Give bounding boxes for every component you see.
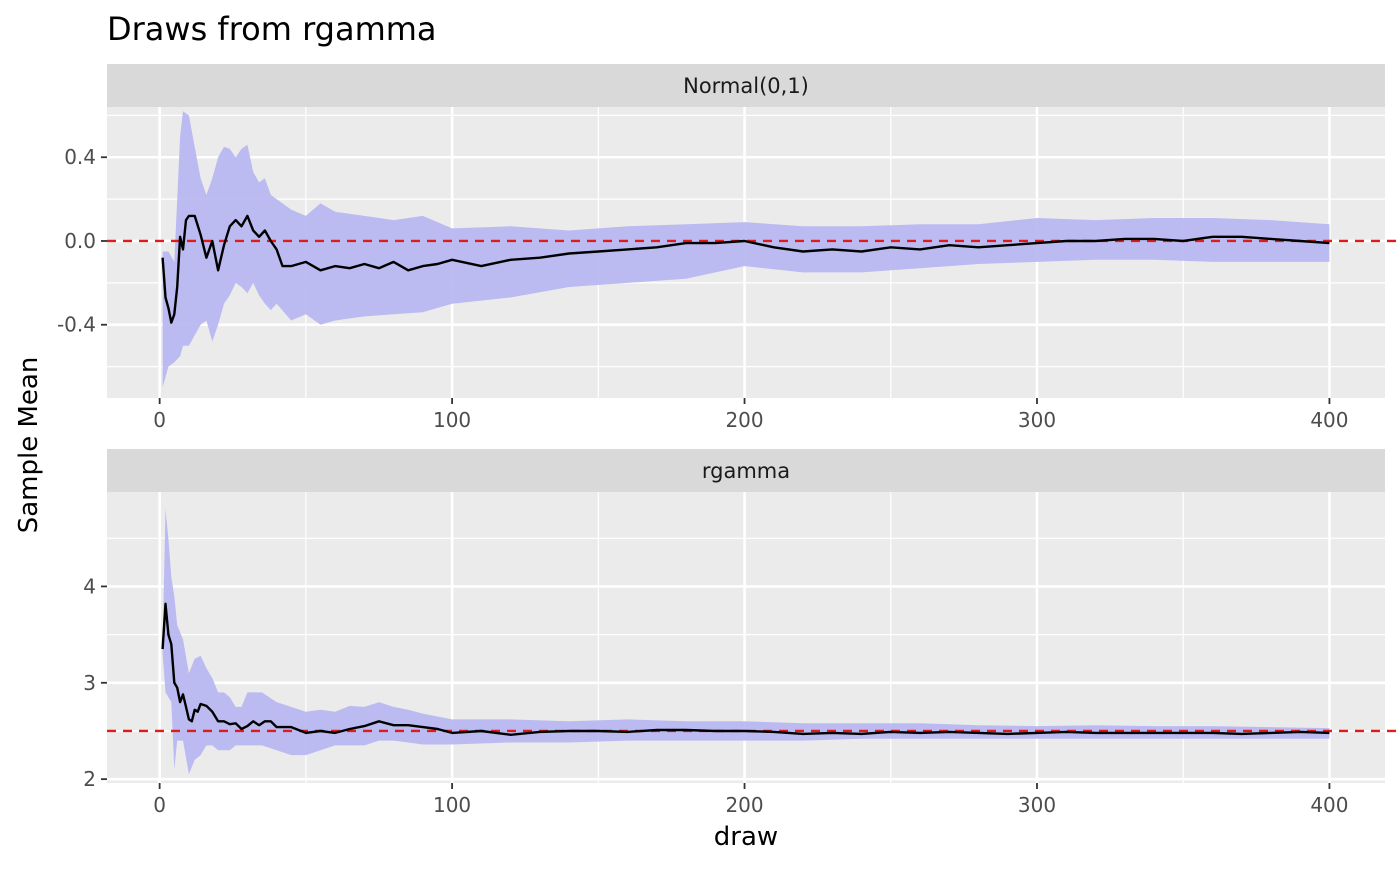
x-tick-label: 300 [1018,408,1056,432]
x-tick-label: 0 [153,408,166,432]
sample-mean-line [161,602,1330,736]
facet-strip-label: rgamma [702,459,790,483]
facet-strip-label: Normal(0,1) [683,74,809,98]
mean-series-line [161,214,1330,324]
facet-strip-background [107,449,1385,492]
x-tick-label: 0 [153,793,166,817]
x-tick-label: 300 [1018,793,1056,817]
y-tick-label: -0.4 [57,313,96,337]
confidence-band [162,111,1330,388]
facet-strip-background [107,64,1385,107]
y-axis-label: Sample Mean [14,357,44,534]
x-tick-label: 400 [1310,793,1348,817]
y-tick-label: 3 [83,671,96,695]
x-tick-label: 100 [433,793,471,817]
ribbon-area [162,509,1330,775]
x-tick-label: 200 [725,408,763,432]
facet-panel-rgamma: rgamma 2 3 4 0 100 200 300 400 [83,449,1400,817]
x-tick-label: 200 [725,793,763,817]
confidence-band [162,509,1330,775]
x-axis-label: draw [714,822,778,852]
x-tick-label: 400 [1310,408,1348,432]
x-tick-label: 100 [433,408,471,432]
chart-title: Draws from rgamma [107,10,437,48]
y-tick-label: 4 [83,574,96,598]
y-tick-label: 2 [83,767,96,791]
facet-panel-normal: Normal(0,1) -0.4 0.0 0.4 0 100 200 300 400 [57,64,1400,432]
axis-ticks: 2 3 4 0 100 200 300 400 [83,574,1348,817]
sample-mean-line [161,214,1330,324]
ribbon-area [162,111,1330,388]
y-tick-label: 0.4 [64,145,96,169]
y-tick-label: 0.0 [64,229,96,253]
axis-ticks: -0.4 0.0 0.4 0 100 200 300 400 [57,145,1349,432]
mean-series-line [161,602,1330,736]
